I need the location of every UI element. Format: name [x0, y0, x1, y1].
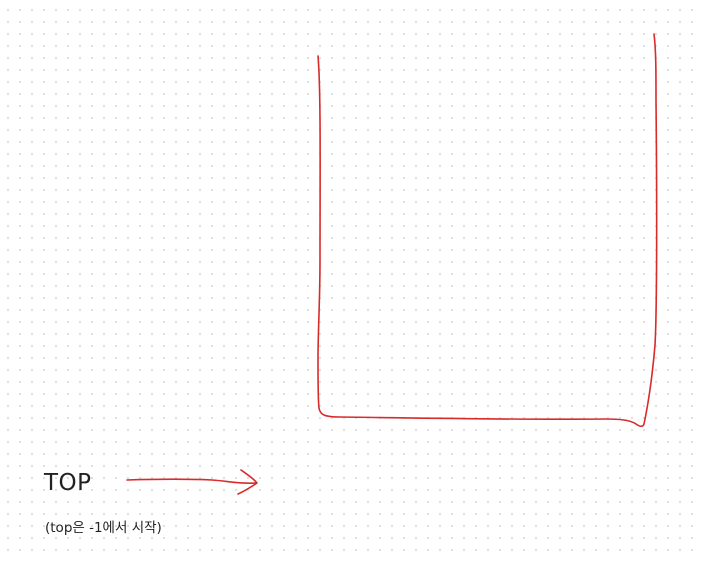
top-start-note: (top은 -1에서 시작) — [45, 520, 162, 536]
stack-container-drawing — [317, 33, 658, 428]
top-label: TOP — [44, 470, 92, 496]
pointer-arrow — [126, 469, 258, 495]
